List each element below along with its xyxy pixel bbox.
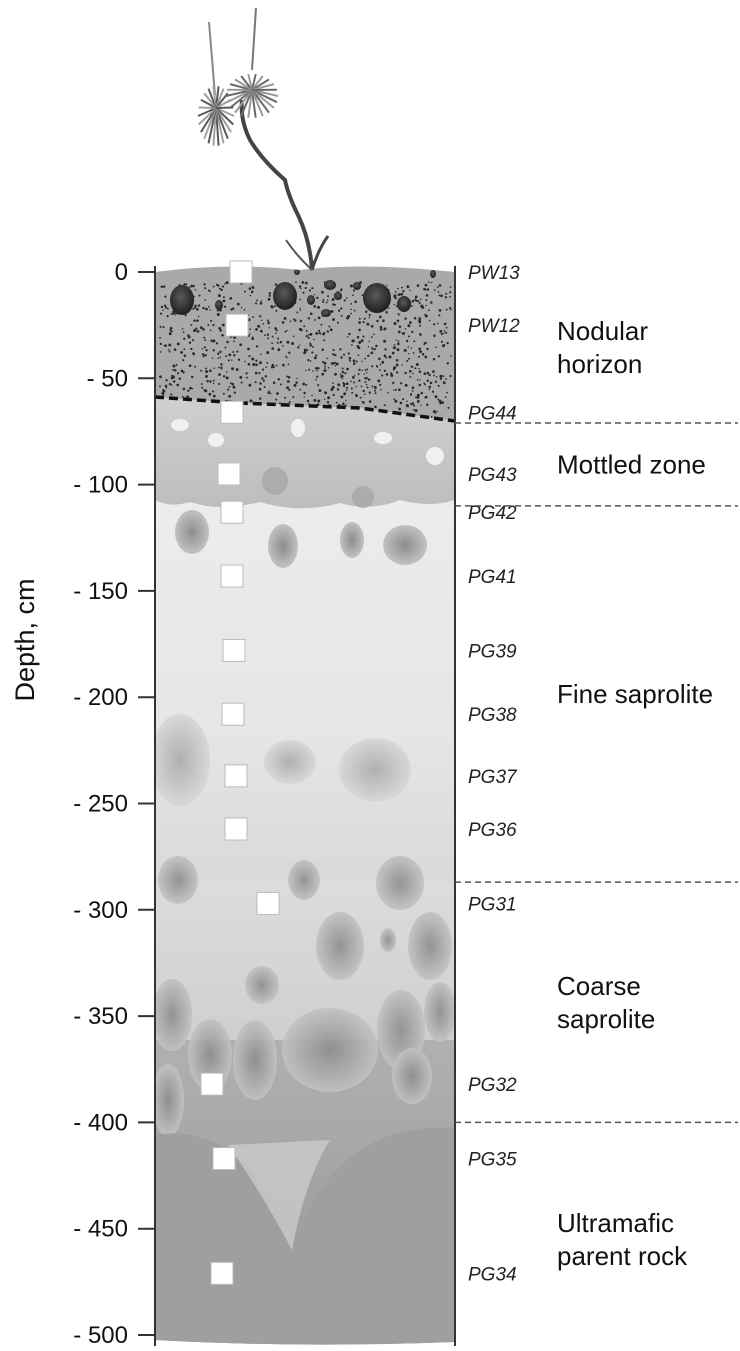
plant-icon: [197, 7, 330, 271]
sample-label: PG35: [468, 1150, 517, 1171]
soil-column: [155, 266, 455, 1345]
sample-label: PG43: [468, 465, 517, 486]
sample-label: PW13: [468, 263, 520, 284]
nodular-horizon-layer: [155, 266, 455, 421]
sample-labels: PW13 PW12 PG44 PG43 PG42 PG41 PG39 PG38 PG37 PG36…: [468, 263, 520, 1285]
zone-label: Mottled zone: [557, 449, 706, 479]
tick-label: - 500: [73, 1322, 128, 1349]
sample-marker: [212, 1147, 236, 1171]
tick-label: - 300: [73, 897, 128, 924]
zone-label: parent rock: [557, 1241, 688, 1271]
tick-label: - 100: [73, 472, 128, 499]
sample-label: PG31: [468, 894, 517, 915]
zone-label: horizon: [557, 349, 642, 379]
sample-label: PG38: [468, 705, 517, 726]
zone-label: saprolite: [557, 1004, 655, 1034]
tick-label: 0: [115, 259, 128, 286]
sample-label: PG44: [468, 403, 517, 424]
sample-markers: [200, 260, 280, 1285]
zone-label: Ultramafic: [557, 1208, 674, 1238]
sample-marker: [210, 1261, 234, 1285]
mottled-zone-spots: [171, 419, 444, 508]
sample-marker: [220, 564, 244, 588]
tick-label: - 350: [73, 1003, 128, 1030]
sample-label: PG41: [468, 567, 517, 588]
tick-label: - 50: [87, 365, 128, 392]
tick-label: - 150: [73, 578, 128, 605]
zone-label: Coarse: [557, 971, 641, 1001]
sample-marker: [222, 638, 246, 662]
coarse-saprolite-corestones: [155, 856, 455, 1136]
depth-axis: 0 - 50 - 100 - 150 - 200 - 250 - 300 - 350 - 400…: [73, 259, 155, 1349]
sample-label: PG39: [468, 641, 517, 662]
tick-label: - 450: [73, 1216, 128, 1243]
sample-marker: [200, 1072, 224, 1096]
parent-rock-shapes: [155, 1127, 455, 1345]
nodular-boundary-line: [155, 395, 455, 423]
sample-label: PG32: [468, 1075, 517, 1096]
sample-marker: [220, 400, 244, 424]
sample-label: PW12: [468, 316, 520, 337]
sample-marker: [221, 702, 245, 726]
fine-saprolite-mottles: [155, 510, 427, 806]
sample-marker: [217, 462, 241, 486]
sample-marker: [224, 817, 248, 841]
sample-label: PG36: [468, 820, 517, 841]
nodules: [170, 269, 436, 317]
sample-marker: [224, 764, 248, 788]
sample-marker: [225, 313, 249, 337]
zone-boundaries: [455, 422, 738, 1124]
axis-title: Depth, cm: [10, 578, 40, 701]
sample-label: PG37: [468, 767, 518, 788]
sample-label: PG42: [468, 503, 517, 524]
sample-marker: [229, 260, 253, 284]
sample-marker: [256, 891, 280, 915]
sample-label: PG34: [468, 1264, 517, 1285]
zone-label: Fine saprolite: [557, 679, 713, 709]
sample-marker: [220, 500, 244, 524]
tick-label: - 200: [73, 684, 128, 711]
tick-label: - 250: [73, 791, 128, 818]
zone-label: Nodular: [557, 316, 648, 346]
tick-label: - 400: [73, 1109, 128, 1136]
